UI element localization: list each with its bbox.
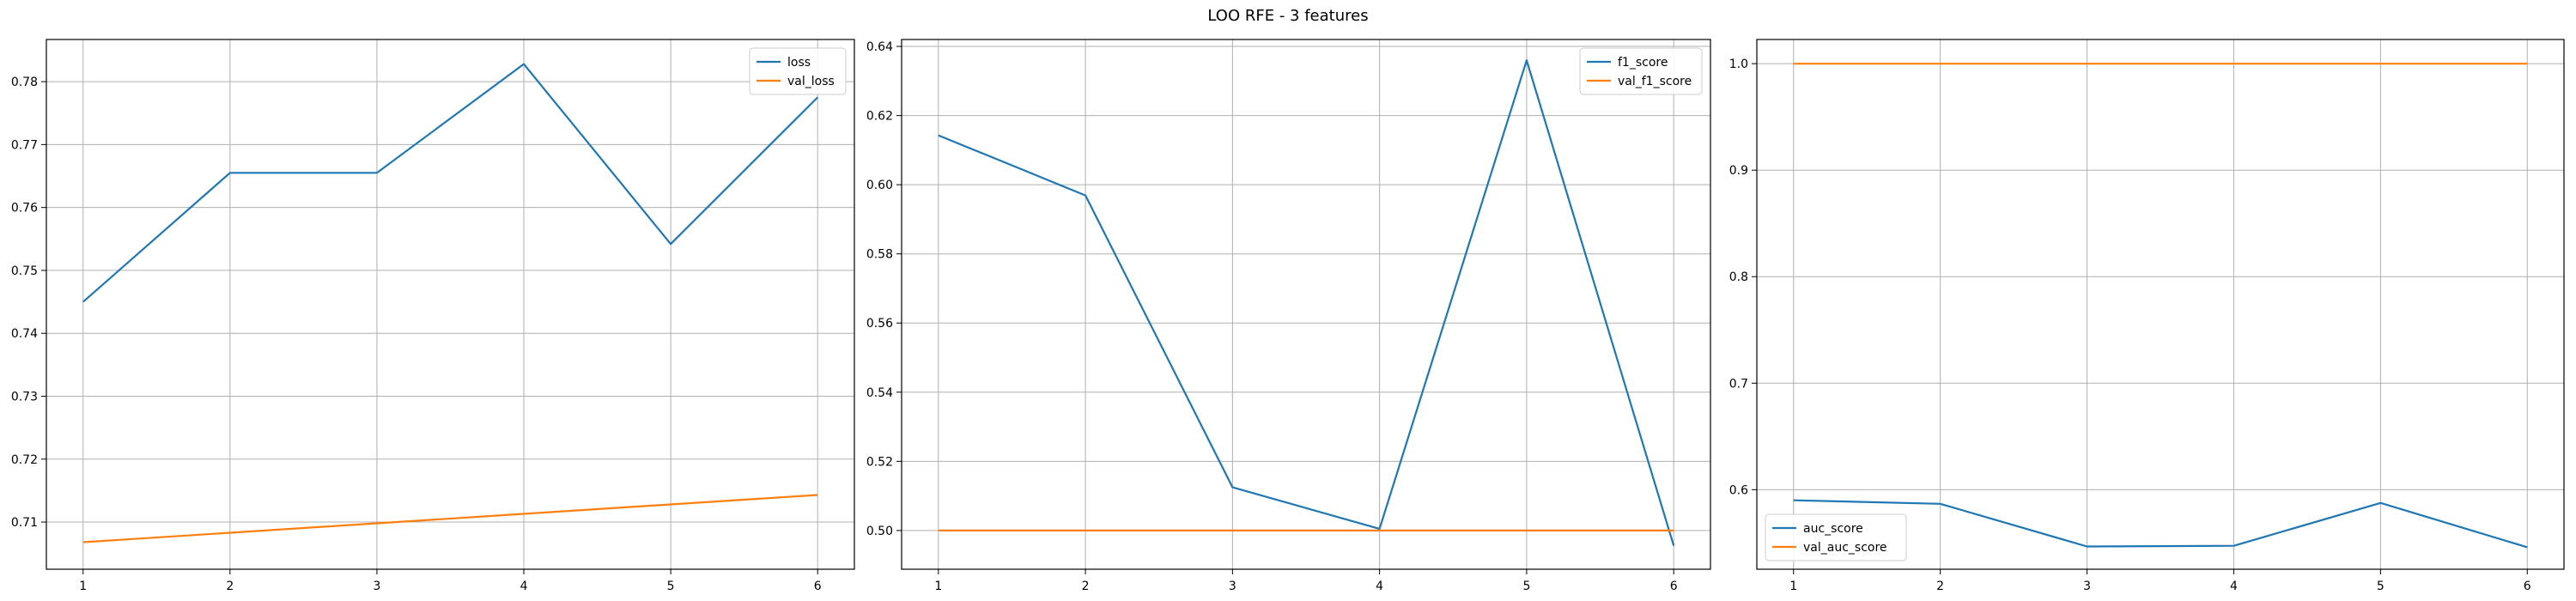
y-tick-label: 0.6: [1729, 483, 1748, 497]
y-tick-label: 0.76: [11, 202, 38, 216]
y-tick-label: 0.60: [866, 179, 893, 192]
legend-box: [1765, 513, 1907, 562]
y-tick-label: 0.52: [866, 455, 893, 469]
legend-label: loss: [787, 56, 811, 70]
y-tick-label: 0.56: [866, 317, 893, 331]
x-tick-label: 1: [1789, 580, 1797, 593]
x-tick-label: 4: [1376, 580, 1383, 593]
y-tick-label: 0.64: [866, 40, 893, 54]
legend: auc_score val_auc_score: [1765, 513, 1907, 562]
x-tick-label: 2: [1082, 580, 1090, 593]
y-tick-label: 0.58: [866, 248, 893, 262]
series-line-loss: [82, 63, 818, 303]
x-tick-label: 2: [226, 580, 234, 593]
x-tick-label: 2: [1936, 580, 1944, 593]
axes-frame: [46, 39, 855, 570]
legend: f1_score val_f1_score: [1579, 47, 1703, 95]
y-tick-label: 0.75: [11, 264, 38, 278]
figure-title: LOO RFE - 3 features: [1207, 7, 1369, 25]
x-tick-label: 5: [667, 580, 675, 593]
y-tick-label: 0.7: [1729, 377, 1748, 391]
y-tick-label: 0.71: [11, 516, 38, 530]
legend-label: val_f1_score: [1618, 75, 1692, 88]
legend-box: [1579, 47, 1703, 95]
x-tick-label: 3: [373, 580, 380, 593]
y-tick-label: 0.73: [11, 390, 38, 404]
y-tick-label: 0.74: [11, 327, 38, 341]
series-line-val_loss: [82, 494, 818, 543]
chart-panel-3: 1 2 3 4 5 6 0.6 0.7 0.8 0.9 1.0 auc_score val_auc_sc…: [1729, 39, 2565, 593]
legend-label: val_loss: [787, 75, 835, 88]
y-tick-label: 0.72: [11, 453, 38, 467]
x-tick-label: 5: [2377, 580, 2385, 593]
legend-box: [749, 47, 847, 95]
x-tick-label: 1: [934, 580, 942, 593]
x-tick-label: 3: [2083, 580, 2091, 593]
y-tick-label: 0.8: [1729, 270, 1748, 284]
x-tick-label: 4: [520, 580, 528, 593]
axes-frame: [901, 39, 1711, 570]
y-tick-label: 0.78: [11, 76, 38, 89]
y-tick-label: 0.9: [1729, 164, 1748, 178]
y-tick-label: 1.0: [1729, 58, 1748, 71]
y-tick-label: 0.54: [866, 386, 893, 400]
x-tick-label: 5: [1522, 580, 1530, 593]
x-tick-label: 6: [814, 580, 822, 593]
chart-panel-2: 1 2 3 4 5 6 0.50 0.52 0.54 0.56 0.58 0.60 0.62 0.64 f1…: [866, 39, 1711, 593]
y-tick-label: 0.77: [11, 138, 38, 152]
y-tick-label: 0.50: [866, 525, 893, 538]
legend-label: val_auc_score: [1803, 541, 1887, 555]
legend: loss val_loss: [749, 47, 847, 95]
series-line-auc_score: [1793, 499, 2528, 549]
chart-panel-1: 1 2 3 4 5 6 0.71 0.72 0.73 0.74 0.75 0.76 0.77 0.78 lo…: [11, 39, 855, 593]
legend-label: auc_score: [1803, 522, 1863, 536]
legend-label: f1_score: [1618, 56, 1668, 70]
y-tick-label: 0.62: [866, 110, 893, 124]
x-tick-label: 6: [1670, 580, 1678, 593]
x-tick-label: 1: [79, 580, 87, 593]
x-tick-label: 4: [2230, 580, 2238, 593]
axes-frame: [1756, 39, 2565, 570]
x-tick-label: 6: [2524, 580, 2531, 593]
series-line-f1_score: [938, 59, 1675, 546]
x-tick-label: 3: [1229, 580, 1236, 593]
